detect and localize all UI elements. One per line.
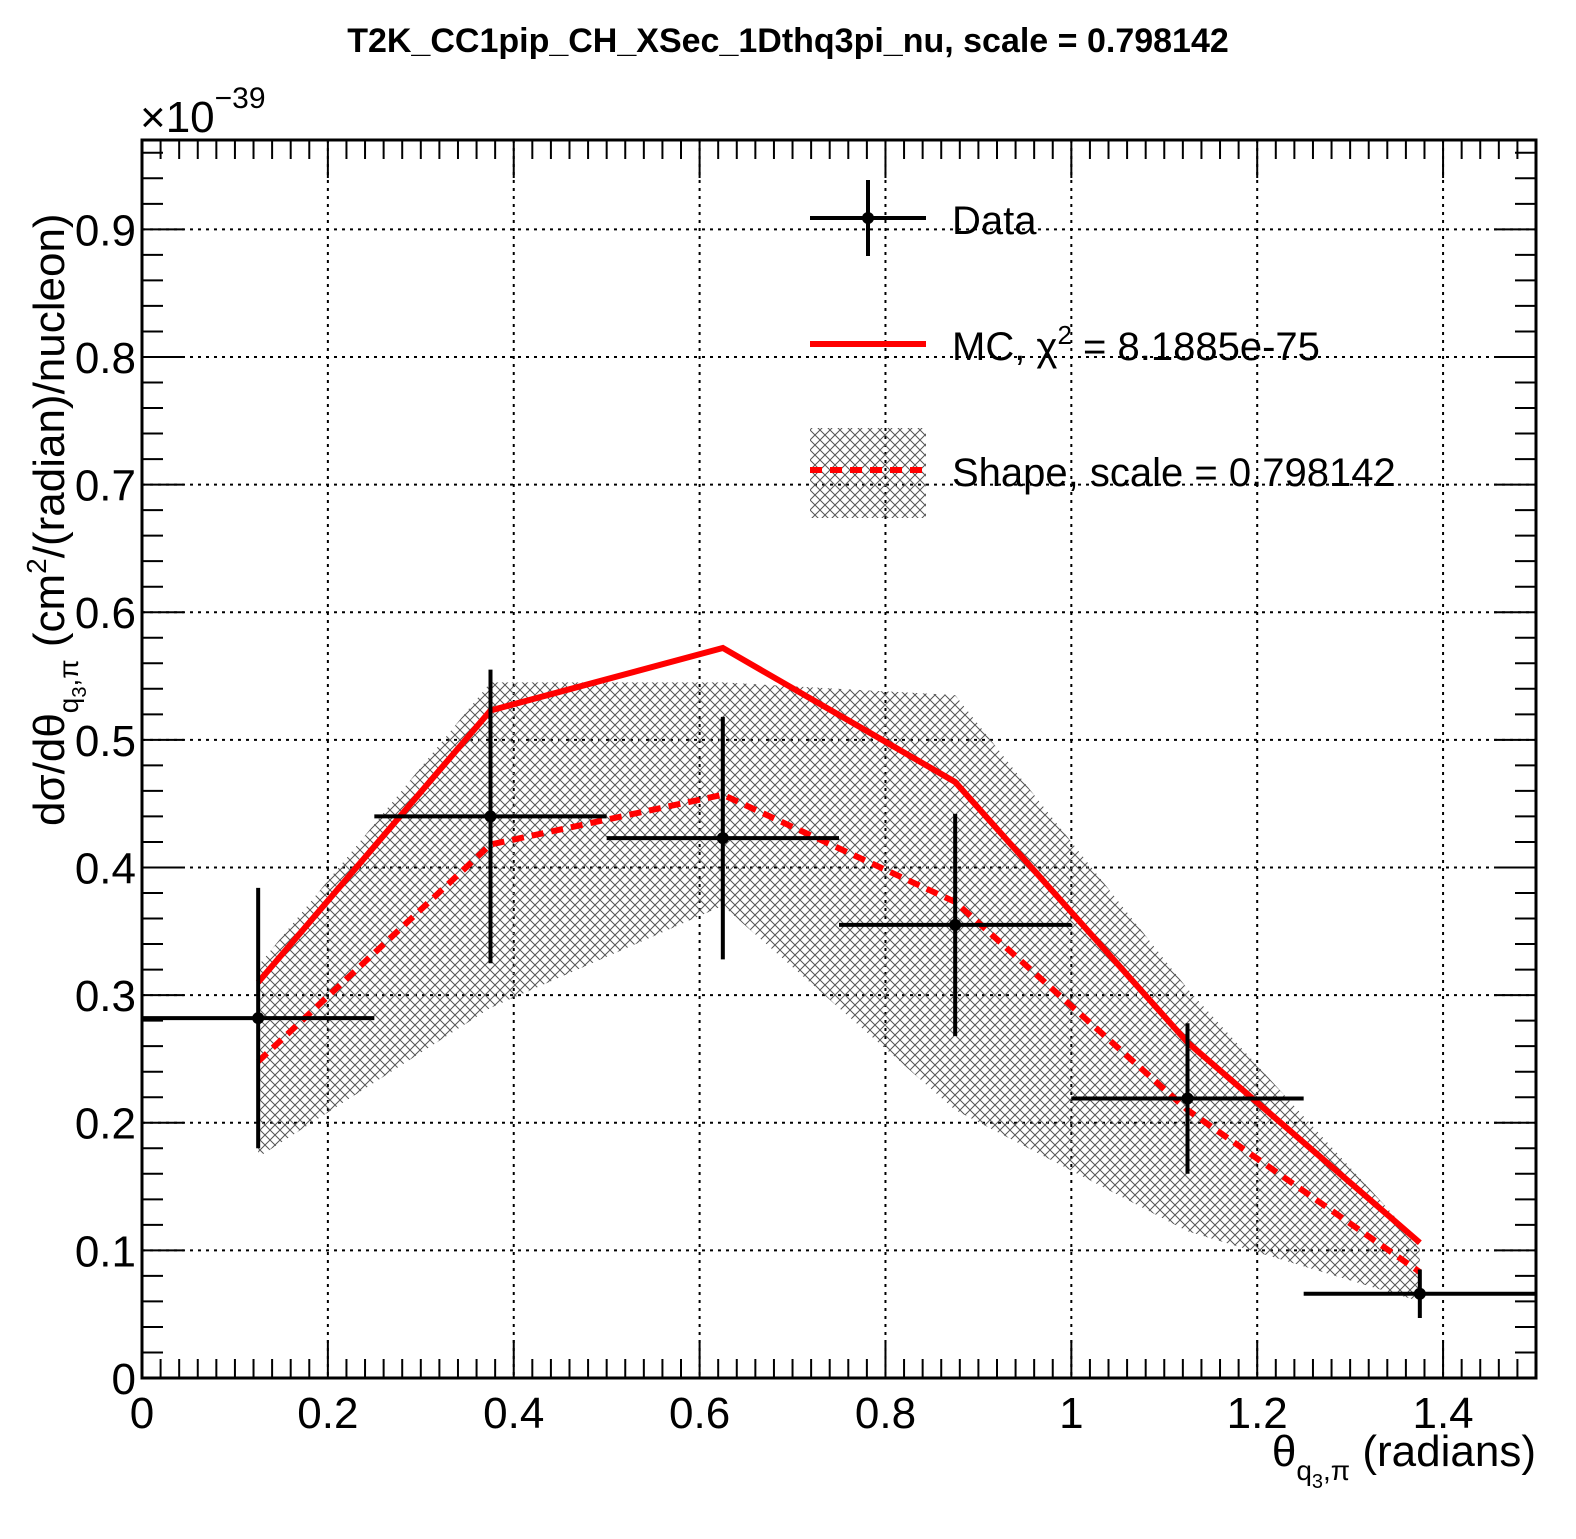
data-point: [1303, 1269, 1536, 1319]
legend-data-label: Data: [952, 199, 1037, 243]
chart-title: T2K_CC1pip_CH_XSec_1Dthq3pi_nu, scale = …: [347, 22, 1229, 60]
y-tick-label: 0.5: [75, 717, 136, 766]
data-point: [606, 716, 839, 960]
y-tick-label: 0.9: [75, 206, 136, 255]
axis-tick-labels: 0 0.2 0.4 0.6 0.8 1 1.2 1.4 0 0.1 0.2 0.3 0.4 0.5 0.6 0…: [75, 206, 1474, 1438]
series-lines: [255, 644, 1422, 1275]
data-marker: [716, 832, 729, 845]
x-tick-label: 1: [1059, 1389, 1083, 1438]
x-tick-label: 0.8: [855, 1389, 916, 1438]
data-point: [1071, 1023, 1304, 1174]
y-tick-label: 0.2: [75, 1100, 136, 1149]
x-tick-label: 1.2: [1227, 1389, 1288, 1438]
axis-ticks: [141, 140, 1537, 1379]
y-tick-label: 0: [112, 1355, 136, 1404]
mc-line: [255, 644, 1422, 1245]
y-tick-label: 0.3: [75, 972, 136, 1021]
x-tick-label: 0: [130, 1389, 154, 1438]
y-tick-label: 0.8: [75, 334, 136, 383]
data-point: [374, 669, 607, 964]
data-points: [142, 669, 1536, 1319]
data-marker: [949, 918, 962, 931]
shape-uncertainty-band: [258, 682, 1420, 1302]
legend-mc-label: MC, χ2 = 8.1885e-75: [952, 320, 1320, 369]
y-axis-multiplier: ×10−39: [140, 82, 266, 142]
plot-frame: [140, 138, 1538, 1380]
y-axis-label: dσ/dθq3,π (cm2/(radian)/nucleon): [21, 213, 91, 826]
legend-shape-band: [810, 428, 926, 518]
x-tick-label: 0.2: [297, 1389, 358, 1438]
legend: Data MC, χ2 = 8.1885e-75 Shape, scale = …: [810, 180, 1396, 518]
y-tick-label: 0.7: [75, 462, 136, 511]
shape-band-area: [258, 682, 1420, 1302]
data-marker: [1181, 1092, 1194, 1105]
shape-line: [256, 791, 1422, 1275]
x-axis-label: θq3,π (radians): [1272, 1427, 1536, 1493]
data-point: [142, 887, 375, 1149]
data-marker: [484, 810, 497, 823]
data-marker: [252, 1012, 265, 1025]
x-tick-label: 0.4: [483, 1389, 544, 1438]
data-marker: [1413, 1287, 1426, 1300]
y-axis-multiplier-exponent: −39: [215, 82, 266, 115]
x-tick-label: 0.6: [669, 1389, 730, 1438]
y-tick-label: 0.4: [75, 844, 136, 893]
y-tick-label: 0.6: [75, 589, 136, 638]
y-tick-label: 0.1: [75, 1227, 136, 1276]
data-point: [839, 813, 1072, 1036]
x-tick-label: 1.4: [1412, 1389, 1473, 1438]
legend-data-marker: [810, 180, 926, 256]
legend-shape-label: Shape, scale = 0.798142: [952, 451, 1396, 495]
